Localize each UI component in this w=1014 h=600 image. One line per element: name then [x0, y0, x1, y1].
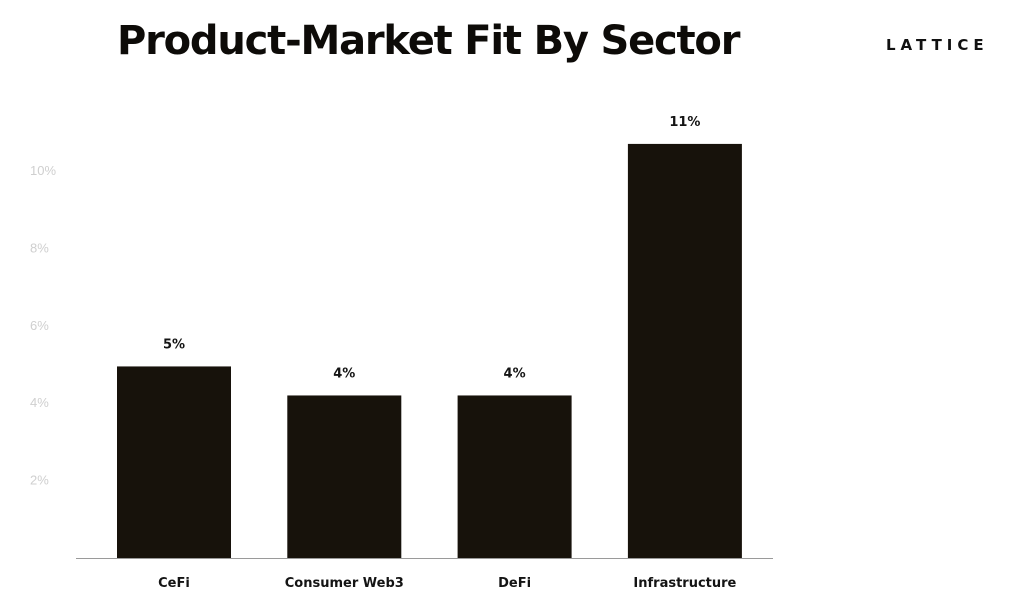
- bar: [117, 366, 231, 558]
- x-tick-label: Infrastructure: [633, 576, 736, 591]
- y-tick-label: 2%: [30, 473, 49, 488]
- data-label: 4%: [333, 366, 355, 381]
- brand-logo: LATTICE: [886, 36, 989, 54]
- data-label: 4%: [504, 366, 526, 381]
- chart-title: Product-Market Fit By Sector: [117, 18, 740, 64]
- x-tick-label: CeFi: [158, 576, 190, 591]
- bar: [287, 395, 402, 558]
- y-tick-label: 8%: [30, 240, 49, 255]
- bar: [457, 395, 572, 558]
- data-label: 11%: [669, 115, 700, 130]
- x-tick-label: Consumer Web3: [285, 576, 404, 591]
- y-tick-label: 4%: [30, 395, 49, 410]
- data-label: 5%: [163, 337, 185, 352]
- y-tick-label: 10%: [30, 163, 56, 178]
- y-tick-label: 6%: [30, 318, 49, 333]
- bar: [627, 143, 742, 558]
- x-tick-label: DeFi: [498, 576, 531, 591]
